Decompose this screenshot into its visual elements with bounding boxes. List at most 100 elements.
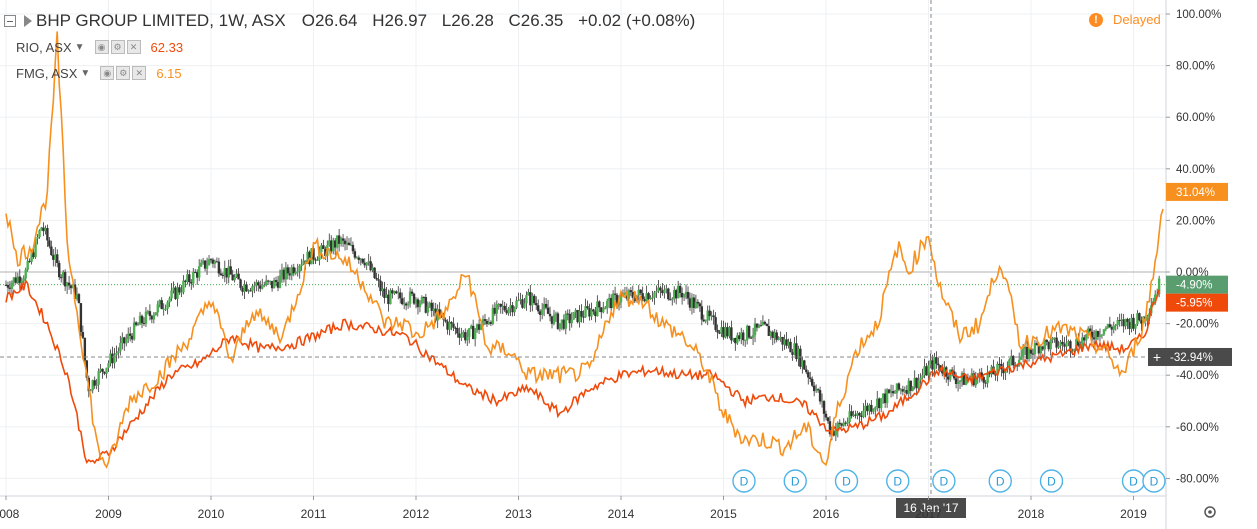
candle-body [300,264,303,266]
collapse-legend-button[interactable] [4,15,16,27]
eye-icon[interactable]: ◉ [94,40,109,54]
series-controls[interactable]: ◉ ⚙ ✕ [94,40,143,54]
candle-body [639,289,642,294]
candle-body [848,411,851,422]
main-series-row[interactable]: BHP GROUP LIMITED, 1W, ASX O26.64 H26.97… [4,8,705,34]
candle-body [1041,346,1045,350]
candle-body [678,285,682,293]
candle-body [284,267,288,280]
delayed-indicator[interactable]: ! Delayed [1089,12,1161,27]
symbol-title[interactable]: BHP GROUP LIMITED, 1W, ASX [36,11,286,30]
candle-body [119,342,122,352]
candle-body [1059,341,1062,347]
candle-body [933,357,936,370]
candle-body [566,313,569,315]
candle-body [1039,346,1043,354]
close-icon[interactable]: ✕ [132,66,147,80]
candle-body [1136,313,1139,325]
candle-body [373,267,376,278]
candle-body [345,242,349,245]
candle-body [988,372,991,375]
candle-body [954,378,958,384]
close-icon[interactable]: ✕ [126,40,141,54]
candle-body [1153,294,1157,302]
candle-body [862,410,865,418]
candle-body [48,240,51,247]
candle-body [452,323,455,328]
candle-body [495,304,499,314]
candle-body [592,309,595,312]
candle-body [454,327,457,329]
candle-body [901,389,905,392]
candle-body [793,343,796,355]
candle-body [241,287,244,292]
bhp-candles [4,222,1161,442]
candle-body [101,368,104,372]
candle-body [4,284,8,286]
chevron-down-icon[interactable]: ▼ [80,67,91,79]
candle-body [416,299,420,308]
time-axis[interactable]: 2008 2009 2010 2011 2012 2013 2014 2015 2016 2017… [0,496,1147,521]
compare-symbol[interactable]: RIO, ASX [16,39,72,55]
compare-row-fmg[interactable]: FMG, ASX ▼ ◉ ⚙ ✕ 6.15 [4,60,705,86]
candle-body [397,292,400,294]
candle-body [775,332,778,340]
compare-value: 62.33 [150,39,184,55]
candle-body [755,323,759,328]
candle-body [20,280,23,284]
candle-body [1130,317,1133,329]
candle-body [146,311,150,313]
candle-body [919,377,922,381]
chevron-down-icon[interactable]: ▼ [74,41,85,53]
candle-body [77,294,81,304]
candle-body [211,259,215,264]
candle-body [446,321,449,330]
settings-icon[interactable] [1204,506,1216,518]
candle-body [596,301,599,317]
candle-body [460,334,463,338]
price-axis[interactable]: 100.00%80.00%60.00%40.00%20.00%0.00%-20.… [1166,9,1221,485]
close-value: C26.35 [508,11,564,30]
candle-body [330,240,333,252]
candle-body [883,393,887,404]
candle-body [941,370,944,374]
candle-body [931,360,934,370]
candle-body [767,326,771,336]
candle-body [466,336,469,341]
candle-body [769,331,773,336]
candle-body [56,254,59,264]
candle-body [1090,331,1094,338]
candle-body [243,284,246,292]
y-tick-label: -20.00% [1176,319,1219,331]
candle-body [604,307,607,310]
compare-symbol[interactable]: FMG, ASX [16,65,78,81]
candle-body [363,262,366,266]
candle-body [227,266,230,278]
compare-row-rio[interactable]: RIO, ASX ▼ ◉ ⚙ ✕ 62.33 [4,34,705,60]
candle-body [1063,344,1066,347]
x-tick-label: 2011 [301,507,327,521]
series-controls[interactable]: ◉ ⚙ ✕ [100,66,148,80]
candle-body [418,303,422,308]
candle-body [1098,335,1102,337]
candle-body [292,267,295,274]
candle-body [54,254,57,260]
candle-body [369,261,372,271]
eye-icon[interactable]: ◉ [100,66,115,80]
candle-body [103,371,106,374]
candle-body [1055,337,1058,348]
flag-icon[interactable] [24,15,32,27]
candle-body [296,271,299,273]
candle-body [89,390,92,392]
last-value-labels: 31.04% -4.90% -5.95% [1166,182,1228,312]
candle-body [704,320,707,322]
candle-body [647,293,650,300]
gear-icon[interactable]: ⚙ [110,40,125,54]
candle-body [832,431,836,436]
dividend-marker [1039,469,1064,493]
candle-body [471,325,475,340]
gear-icon[interactable]: ⚙ [116,66,131,80]
candle-body [375,277,378,280]
